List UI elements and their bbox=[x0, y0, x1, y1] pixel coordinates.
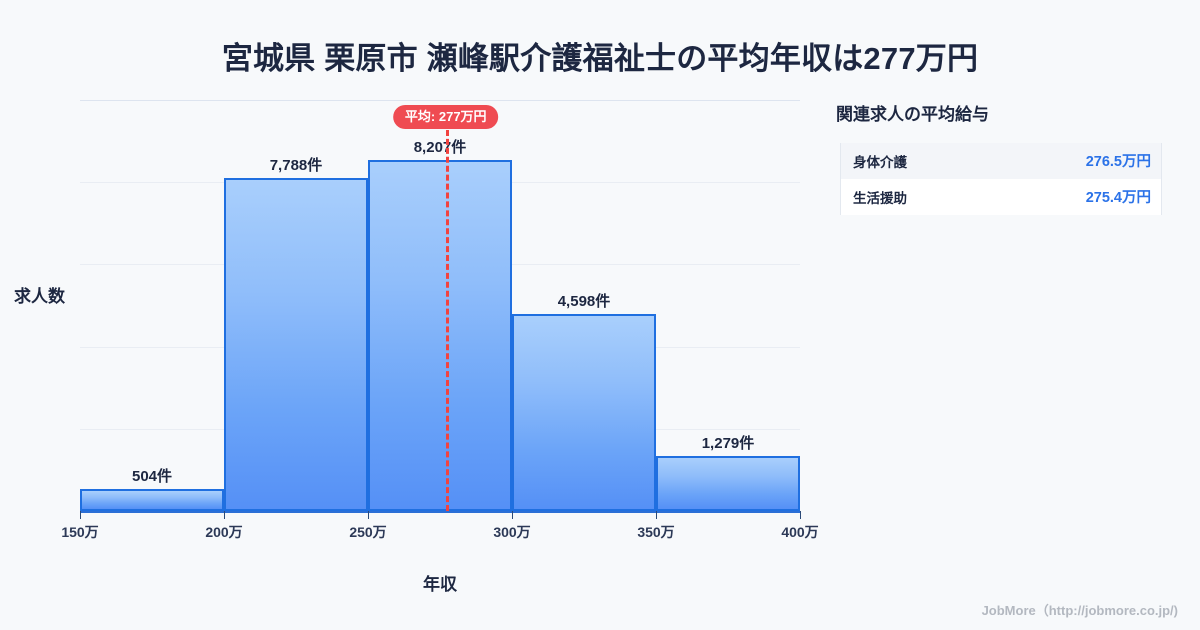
table-row: 生活援助 275.4万円 bbox=[839, 179, 1162, 215]
x-axis-tick-label: 250万 bbox=[349, 524, 387, 540]
related-salary-panel: 関連求人の平均給与 身体介護 276.5万円 生活援助 275.4万円 bbox=[836, 100, 1166, 215]
x-axis-tick-label: 200万 bbox=[205, 524, 243, 540]
page-title: 宮城県 栗原市 瀬峰駅介護福祉士の平均年収は277万円 bbox=[221, 41, 979, 76]
x-axis-tick bbox=[368, 511, 369, 519]
gridline bbox=[80, 100, 800, 101]
x-axis-tick bbox=[512, 511, 513, 519]
x-axis-tick-label: 400万 bbox=[781, 524, 819, 540]
histogram-bar bbox=[368, 159, 512, 511]
histogram-bar bbox=[224, 177, 368, 511]
histogram-bar bbox=[80, 489, 224, 511]
table-row: 身体介護 276.5万円 bbox=[839, 143, 1162, 179]
bar-value-label: 504件 bbox=[131, 468, 173, 486]
footer-watermark: JobMore（http://jobmore.co.jp/) bbox=[981, 603, 1178, 618]
x-axis-tick-label: 350万 bbox=[637, 524, 675, 540]
x-axis-tick bbox=[224, 511, 225, 519]
x-axis-tick bbox=[656, 511, 657, 519]
job-category-salary: 275.4万円 bbox=[989, 179, 1162, 215]
bar-value-label: 8,207件 bbox=[413, 138, 467, 156]
x-axis-tick bbox=[80, 511, 81, 519]
related-salary-table: 身体介護 276.5万円 生活援助 275.4万円 bbox=[839, 143, 1162, 215]
job-category-name: 生活援助 bbox=[839, 179, 990, 215]
x-axis-tick bbox=[800, 511, 801, 519]
bar-value-label: 1,279件 bbox=[701, 435, 755, 453]
histogram-bar bbox=[656, 456, 800, 511]
x-axis-line bbox=[80, 511, 800, 513]
job-category-salary: 276.5万円 bbox=[989, 143, 1162, 179]
x-axis-title: 年収 bbox=[423, 575, 457, 594]
job-category-name: 身体介護 bbox=[839, 143, 990, 179]
x-axis-tick-label: 300万 bbox=[493, 524, 531, 540]
bar-value-label: 4,598件 bbox=[557, 293, 611, 311]
histogram-bar bbox=[512, 314, 656, 511]
average-line bbox=[445, 130, 449, 511]
related-salary-title: 関連求人の平均給与 bbox=[836, 105, 989, 124]
bar-value-label: 7,788件 bbox=[269, 156, 323, 174]
x-axis-tick-label: 150万 bbox=[61, 524, 99, 540]
y-axis-title: 求人数 bbox=[14, 287, 65, 306]
average-badge: 平均: 277万円 bbox=[392, 105, 499, 129]
